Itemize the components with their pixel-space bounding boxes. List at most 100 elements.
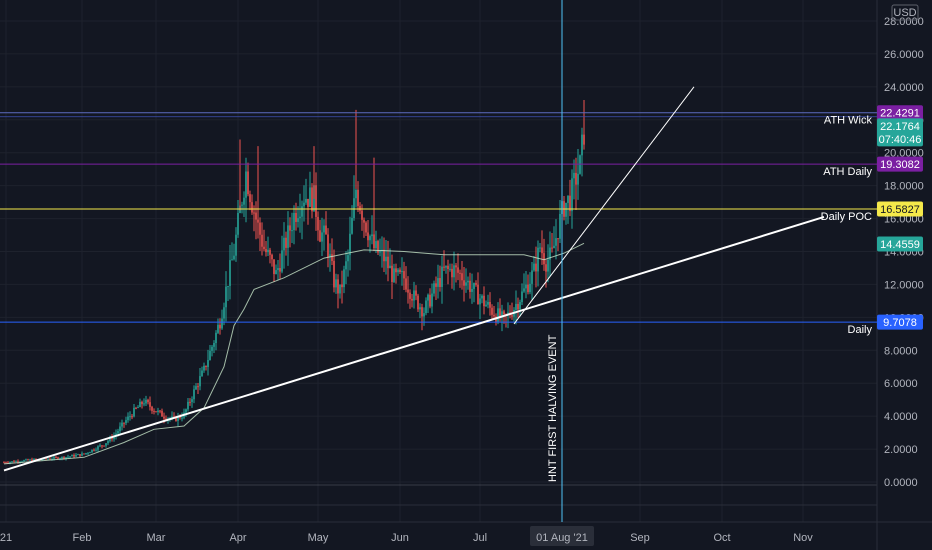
level-label: ATH Daily [823, 166, 872, 178]
price-tick-label: 28.0000 [884, 16, 924, 28]
candle-body [143, 403, 145, 405]
price-badge[interactable]: 19.3082 [877, 156, 923, 172]
currency-label: USD [893, 7, 916, 19]
candle-body [203, 365, 205, 371]
candle-body [63, 456, 65, 459]
time-cursor-badge[interactable]: 01 Aug '21 [530, 526, 594, 546]
candle-body [131, 416, 133, 418]
candle [225, 271, 227, 322]
candle-body [443, 266, 445, 268]
candle [15, 460, 17, 463]
candle-body [415, 290, 417, 296]
candles [3, 100, 585, 465]
candle-body [103, 445, 105, 447]
candle-body [295, 212, 297, 222]
candle-body [189, 401, 191, 403]
candle-body [147, 399, 149, 403]
candle [583, 100, 585, 150]
candle-body [321, 232, 323, 242]
candle-body [27, 459, 29, 461]
candle-body [539, 247, 541, 249]
candle-body [465, 282, 467, 286]
candle-body [435, 283, 437, 287]
candle [185, 408, 187, 417]
candle [555, 219, 557, 260]
price-badge[interactable]: 16.5827 [877, 201, 923, 217]
time-tick-label: Oct [713, 532, 730, 544]
candle-body [311, 187, 313, 212]
price-badge-countdown: 07:40:46 [879, 134, 922, 146]
candle-body [259, 222, 261, 235]
candle-body [451, 268, 453, 278]
candle [93, 448, 95, 452]
candle-body [285, 237, 287, 248]
candle [287, 211, 289, 266]
candle [243, 191, 245, 218]
price-badge[interactable]: 14.4559 [877, 236, 923, 252]
candle-body [211, 346, 213, 351]
candle-body [431, 293, 433, 307]
candle-body [223, 307, 225, 319]
candle [519, 299, 521, 317]
candle-body [197, 386, 199, 388]
candle [11, 461, 13, 463]
candle-body [375, 241, 377, 249]
candle [297, 206, 299, 228]
candle [453, 251, 455, 291]
price-badge[interactable]: 9.7078 [877, 314, 923, 330]
candle-body [261, 234, 263, 247]
candle [413, 281, 415, 309]
candle-body [187, 401, 189, 410]
candle [447, 259, 449, 285]
time-tick-label: 21 [0, 532, 12, 544]
candle-body [469, 280, 471, 292]
candle-body [135, 407, 137, 409]
candle-body [385, 256, 387, 262]
price-tick-label: 26.0000 [884, 49, 924, 61]
candle-body [91, 449, 93, 453]
candle [75, 452, 77, 458]
candle-body [121, 422, 123, 427]
candle-body [53, 457, 55, 459]
candle-body [73, 454, 75, 457]
candle [465, 268, 467, 293]
candle [431, 283, 433, 314]
candle-body [249, 194, 251, 203]
candle [73, 453, 75, 459]
candle [255, 201, 257, 240]
candle-body [473, 283, 475, 289]
candle-body [511, 315, 513, 317]
candle [229, 245, 231, 300]
candle-body [571, 178, 573, 212]
candle [61, 456, 63, 461]
candle [575, 157, 577, 211]
candle-body [81, 453, 83, 456]
candle-body [533, 263, 535, 271]
candle-body [491, 307, 493, 315]
trendline-steep-support[interactable] [513, 86, 695, 325]
candle-body [293, 212, 295, 231]
candle [271, 253, 273, 267]
candle-body [545, 264, 547, 272]
currency-badge[interactable]: USD [891, 4, 919, 21]
candle-body [457, 267, 459, 273]
candle [491, 304, 493, 321]
candle-body [581, 134, 583, 156]
candle [323, 219, 325, 251]
candle [219, 318, 221, 335]
candle-body [227, 285, 229, 287]
candle-body [499, 308, 501, 318]
price-badge[interactable]: 22.4291 [877, 105, 923, 121]
candle [3, 461, 5, 464]
candle-body [407, 289, 409, 293]
candle-body [215, 332, 217, 344]
candle-body [233, 255, 235, 260]
trendline-long-support[interactable] [3, 215, 825, 472]
candle-body [201, 370, 203, 377]
candle-body [297, 218, 299, 222]
candle-body [23, 460, 25, 462]
candle [235, 227, 237, 262]
